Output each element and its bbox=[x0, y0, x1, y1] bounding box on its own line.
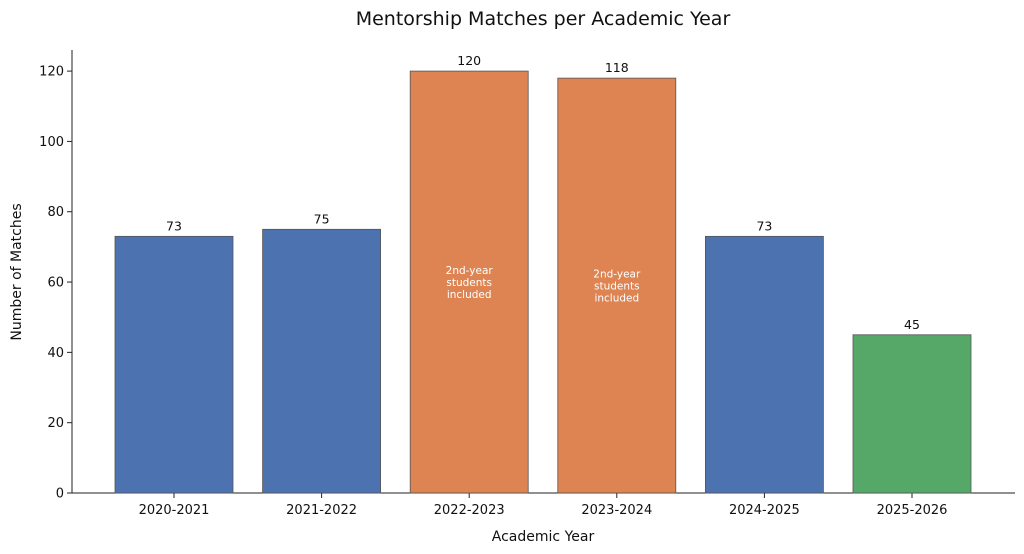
bar-annotation-2023-2024: included bbox=[594, 293, 639, 305]
data-label-2022-2023: 120 bbox=[457, 53, 481, 68]
y-tick-label: 120 bbox=[39, 65, 64, 80]
chart-title: Mentorship Matches per Academic Year bbox=[356, 8, 731, 30]
bar-2025-2026 bbox=[852, 334, 972, 494]
data-label-2021-2022: 75 bbox=[314, 211, 330, 226]
data-label-2024-2025: 73 bbox=[756, 218, 772, 233]
bar-2021-2022 bbox=[262, 228, 382, 494]
annotations: 2nd-yearstudentsincluded2nd-yearstudents… bbox=[446, 265, 641, 305]
x-tick-label: 2025-2026 bbox=[877, 503, 948, 518]
y-tick-label: 40 bbox=[47, 346, 64, 361]
y-tick-label: 0 bbox=[56, 487, 64, 502]
y-axis-label: Number of Matches bbox=[9, 203, 25, 340]
y-tick-label: 20 bbox=[47, 416, 64, 431]
bar-2024-2025 bbox=[705, 235, 824, 494]
x-tick-label: 2020-2021 bbox=[139, 503, 210, 518]
x-tick-label: 2023-2024 bbox=[581, 503, 652, 518]
y-tick-label: 100 bbox=[39, 135, 64, 150]
x-tick-label: 2024-2025 bbox=[729, 503, 800, 518]
bar-annotation-2023-2024: students bbox=[594, 281, 640, 293]
x-axis-label: Academic Year bbox=[492, 529, 595, 545]
data-label-2020-2021: 73 bbox=[166, 218, 182, 233]
y-tick-label: 80 bbox=[47, 205, 64, 220]
bar-annotation-2022-2023: included bbox=[447, 289, 492, 301]
data-label-2023-2024: 118 bbox=[605, 60, 629, 75]
bar-annotation-2022-2023: 2nd-year bbox=[446, 265, 494, 277]
x-axis: 2020-2021 2021-2022 2022-2023 2023-2024 2024… bbox=[72, 492, 1015, 518]
data-label-2025-2026: 45 bbox=[904, 317, 920, 332]
bar-2020-2021 bbox=[114, 235, 234, 494]
x-tick-label: 2021-2022 bbox=[286, 503, 357, 518]
bar-2023-2024 bbox=[557, 77, 677, 494]
x-tick-label: 2022-2023 bbox=[434, 503, 505, 518]
y-axis: 0 20 40 60 80 100 120 bbox=[39, 50, 73, 502]
bar-annotation-2023-2024: 2nd-year bbox=[593, 269, 641, 281]
bars bbox=[114, 70, 972, 494]
data-labels: 73 75 120 118 73 45 bbox=[166, 53, 920, 332]
bar-annotation-2022-2023: students bbox=[446, 277, 492, 289]
y-tick-label: 60 bbox=[47, 276, 64, 291]
bar-2022-2023 bbox=[409, 70, 529, 494]
